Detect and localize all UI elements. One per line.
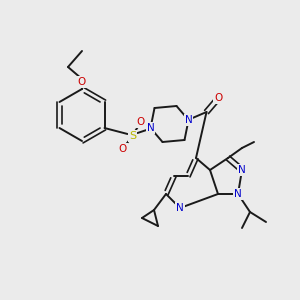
Text: O: O xyxy=(214,93,223,103)
Text: N: N xyxy=(234,189,242,199)
Text: O: O xyxy=(78,77,86,87)
Text: S: S xyxy=(129,131,136,141)
Text: O: O xyxy=(136,117,145,127)
Text: N: N xyxy=(176,203,184,213)
Text: N: N xyxy=(238,165,246,175)
Text: N: N xyxy=(184,115,192,125)
Text: O: O xyxy=(118,144,127,154)
Text: N: N xyxy=(238,165,246,175)
Text: S: S xyxy=(129,131,136,141)
Text: N: N xyxy=(147,123,154,133)
Text: N: N xyxy=(184,115,192,125)
Text: O: O xyxy=(136,117,145,127)
Text: N: N xyxy=(176,203,184,213)
Text: O: O xyxy=(118,144,127,154)
Text: N: N xyxy=(234,189,242,199)
Text: N: N xyxy=(147,123,154,133)
Text: O: O xyxy=(214,93,223,103)
Text: O: O xyxy=(78,77,86,87)
